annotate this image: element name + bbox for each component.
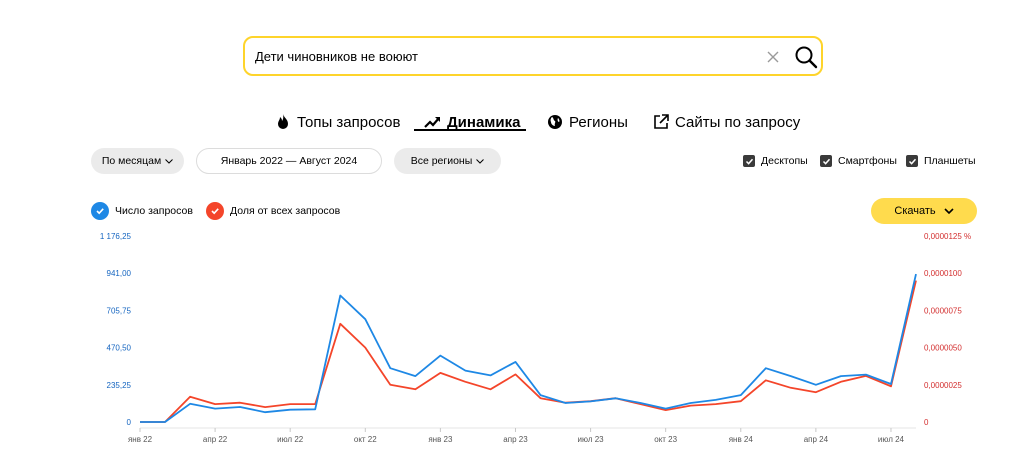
x-tick-label: апр 24 (804, 435, 829, 444)
checkbox-label: Планшеты (924, 155, 976, 167)
tabs-bar: Топы запросов Динамика Регионы Сайты по … (0, 110, 1024, 134)
clear-icon[interactable] (763, 47, 783, 67)
active-tab-underline (414, 129, 526, 131)
checkbox-tablets[interactable]: Планшеты (906, 154, 976, 168)
download-button[interactable]: Скачать (871, 198, 977, 224)
regions-select[interactable]: Все регионы (394, 148, 501, 174)
x-tick-label: апр 23 (503, 435, 528, 444)
x-tick-label: янв 22 (128, 435, 153, 444)
period-label: По месяцам (101, 155, 162, 167)
tab-dynamics[interactable]: Динамика (424, 110, 520, 134)
check-icon (91, 202, 109, 220)
legend-label: Доля от всех запросов (230, 205, 341, 217)
y-right-tick-label: 0,0000025 (924, 381, 962, 390)
y-right-tick-label: 0,0000100 (924, 269, 962, 278)
tab-label: Сайты по запросу (675, 113, 801, 131)
period-select[interactable]: По месяцам (91, 148, 184, 174)
x-tick-label: июл 23 (578, 435, 605, 444)
x-tick-label: июл 24 (878, 435, 905, 444)
y-left-tick-label: 0 (127, 418, 132, 427)
search-input[interactable] (255, 46, 735, 66)
x-tick-label: окт 22 (354, 435, 377, 444)
tab-regions[interactable]: Регионы (546, 110, 628, 134)
x-tick-label: янв 24 (729, 435, 754, 444)
y-right-tick-label: 0,0000075 (924, 306, 962, 315)
flame-icon (278, 114, 288, 129)
y-left-tick-label: 941,00 (107, 269, 132, 278)
date-range-picker[interactable]: Январь 2022 — Август 2024 (196, 148, 382, 174)
tab-label: Топы запросов (297, 113, 401, 131)
x-tick-label: апр 22 (203, 435, 228, 444)
check-icon (206, 202, 224, 220)
date-range-label: Январь 2022 — Август 2024 (220, 155, 358, 167)
trend-icon (424, 117, 440, 128)
x-tick-label: июл 22 (277, 435, 304, 444)
globe-icon (548, 115, 562, 129)
chevron-down-icon (165, 158, 174, 164)
y-right-tick-label: 0,0000125 % (924, 232, 971, 241)
y-right-tick-label: 0,0000050 (924, 344, 962, 353)
download-label: Скачать (894, 205, 936, 217)
x-tick-label: окт 23 (654, 435, 677, 444)
x-tick-label: янв 23 (428, 435, 453, 444)
tab-sites[interactable]: Сайты по запросу (652, 110, 800, 134)
chevron-down-icon (944, 208, 954, 214)
external-link-icon (654, 114, 669, 129)
checkbox-smartphones[interactable]: Смартфоны (820, 154, 897, 168)
tab-label: Регионы (569, 113, 628, 131)
search-icon[interactable] (793, 44, 819, 70)
y-left-tick-label: 1 176,25 (100, 232, 132, 241)
legend-label: Число запросов (115, 205, 193, 217)
y-left-tick-label: 235,25 (107, 381, 132, 390)
y-left-tick-label: 705,75 (107, 306, 132, 315)
chevron-down-icon (476, 158, 485, 164)
tab-label: Динамика (447, 113, 521, 131)
series-line-share (140, 280, 917, 423)
series-line-queries (140, 273, 917, 423)
legend-queries[interactable]: Число запросов (91, 202, 193, 220)
tab-top-queries[interactable]: Топы запросов (274, 110, 400, 134)
y-left-tick-label: 470,50 (107, 344, 132, 353)
checkbox-label: Смартфоны (838, 155, 897, 167)
legend-share[interactable]: Доля от всех запросов (206, 202, 340, 220)
checkbox-label: Десктопы (761, 155, 808, 167)
checkbox-desktops[interactable]: Десктопы (743, 154, 808, 168)
checkbox-icon (906, 155, 918, 167)
y-right-tick-label: 0 (924, 418, 929, 427)
search-bar (243, 36, 823, 76)
regions-label: Все регионы (410, 155, 473, 167)
checkbox-icon (743, 155, 755, 167)
checkbox-icon (820, 155, 832, 167)
